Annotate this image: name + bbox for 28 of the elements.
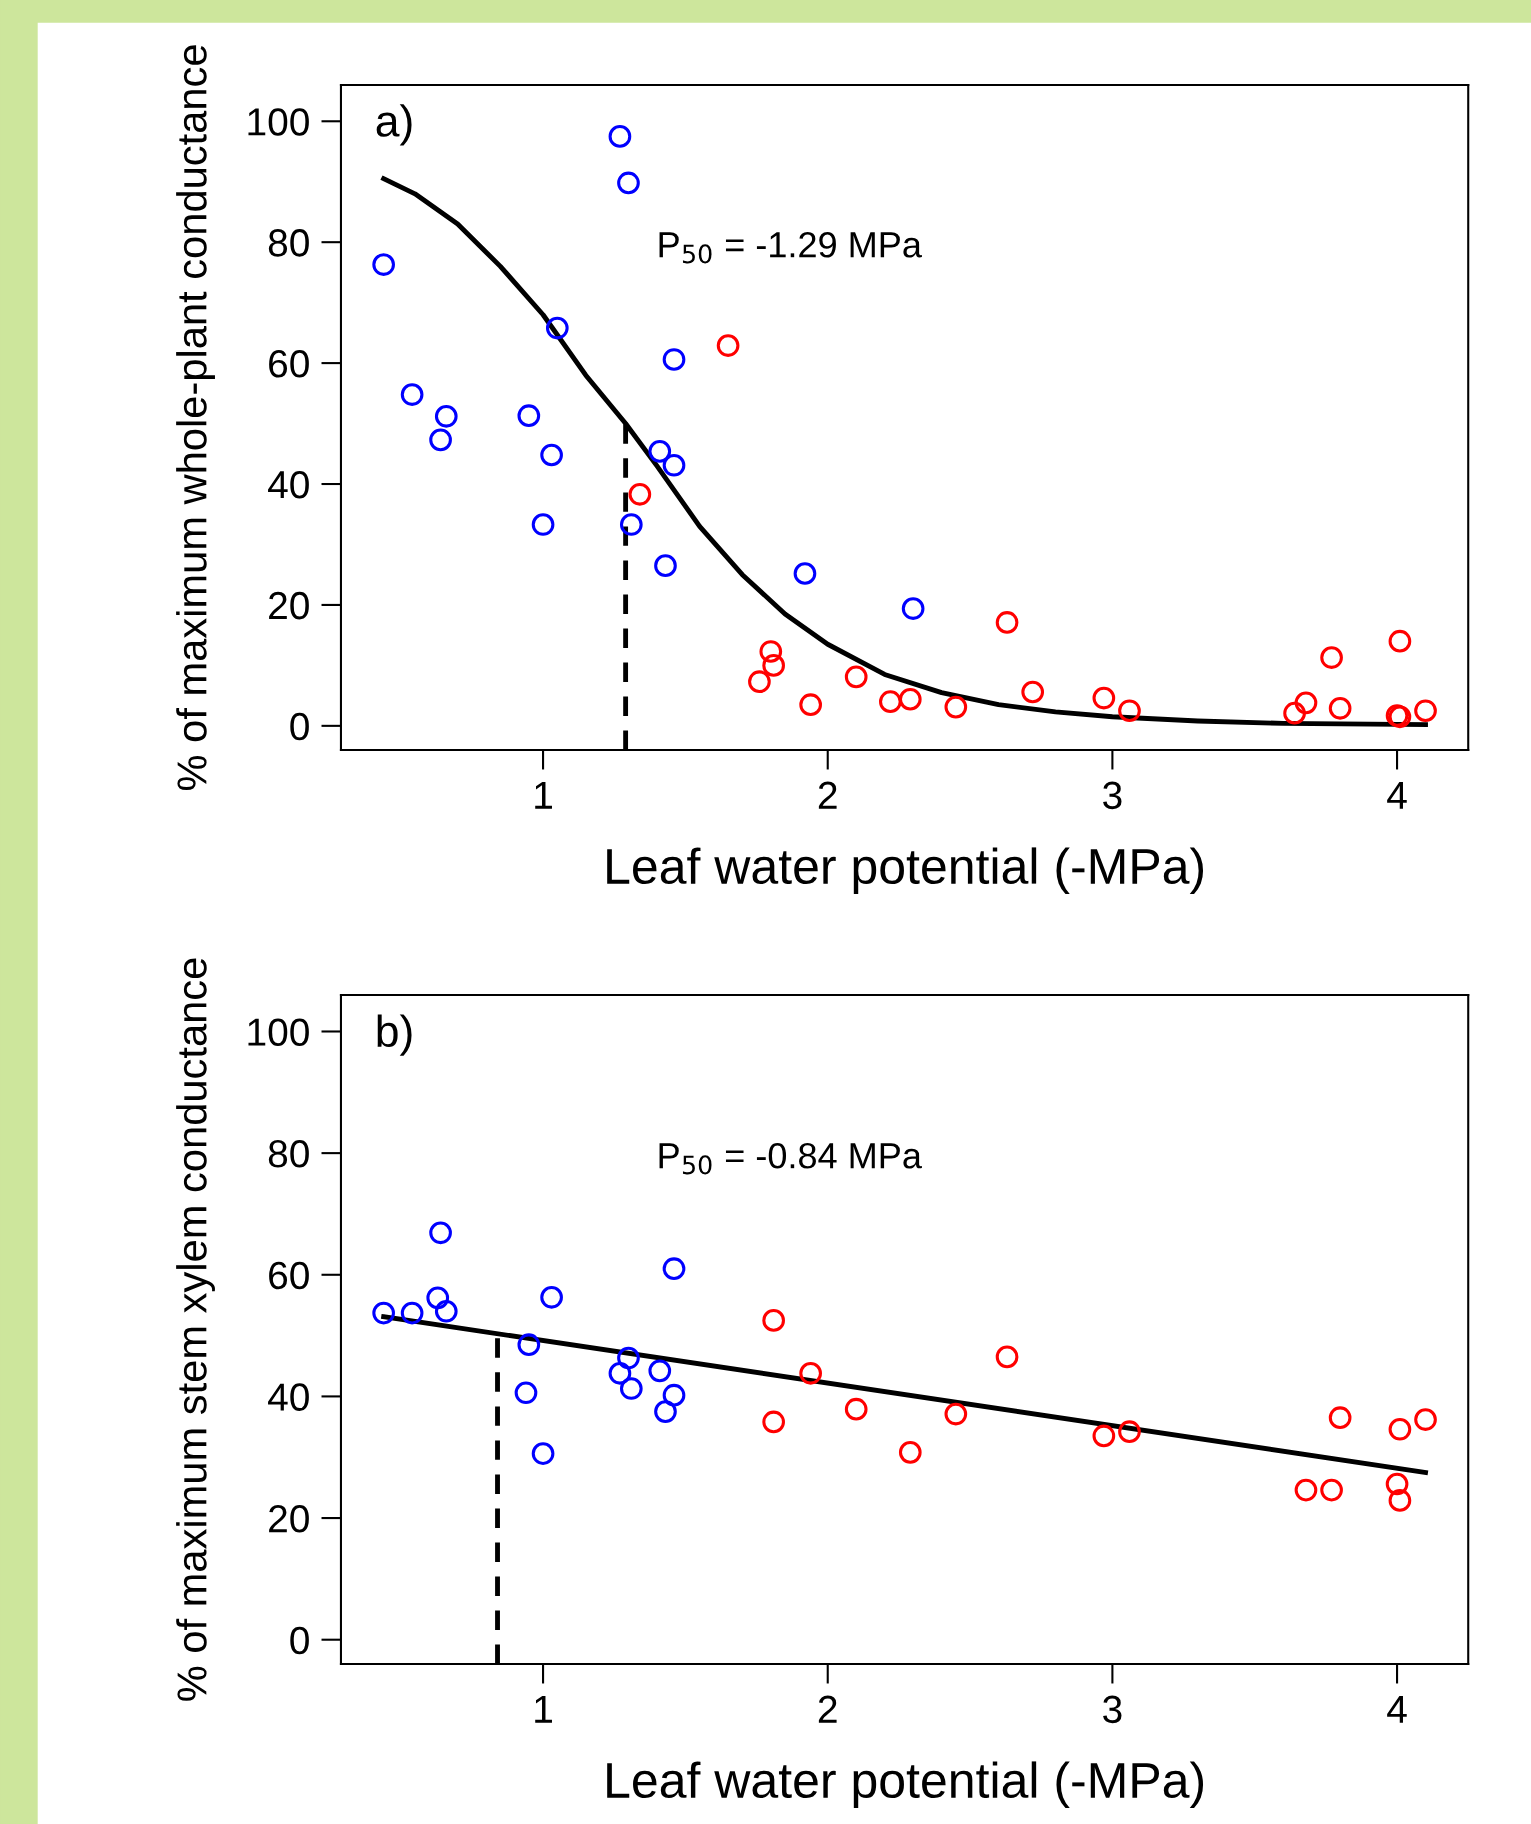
y-axis-title: % of maximum whole-plant conductance	[176, 45, 215, 791]
x-tick-label: 2	[818, 1695, 837, 1723]
x-tick-label: 3	[1103, 781, 1122, 810]
x-tick-label: 3	[1103, 1695, 1122, 1724]
x-axis-title: Leaf water potential (-MPa)	[607, 1761, 1204, 1809]
y-tick-label: 60	[269, 350, 309, 378]
y-tick-label: 40	[268, 1383, 309, 1411]
y-tick-label: 100	[248, 1018, 309, 1046]
annotation: P$_{50}$ = -1.29 MPa	[659, 231, 922, 264]
x-tick-label: 1	[535, 1696, 552, 1723]
x-tick-label: 2	[818, 781, 837, 809]
y-tick-label: 20	[269, 591, 309, 620]
y-axis-title: % of maximum stem xylem conductance	[176, 958, 215, 1701]
y-tick-label: 40	[268, 470, 309, 499]
x-axis-title: Leaf water potential (-MPa)	[607, 847, 1204, 894]
y-tick-label: 60	[269, 1261, 309, 1290]
annotation: b)	[377, 1014, 412, 1056]
y-tick-label: 100	[248, 108, 309, 136]
y-tick-label: 20	[269, 1505, 309, 1533]
x-tick-label: 4	[1387, 782, 1407, 809]
y-tick-label: 0	[290, 1626, 309, 1655]
y-tick-label: 80	[268, 1140, 309, 1168]
annotation: a)	[376, 104, 412, 146]
annotation: P$_{50}$ = -0.84 MPa	[659, 1142, 922, 1175]
y-tick-label: 0	[290, 712, 309, 741]
y-tick-label: 80	[268, 229, 309, 257]
x-tick-label: 4	[1387, 1696, 1407, 1723]
x-tick-label: 1	[535, 782, 552, 809]
